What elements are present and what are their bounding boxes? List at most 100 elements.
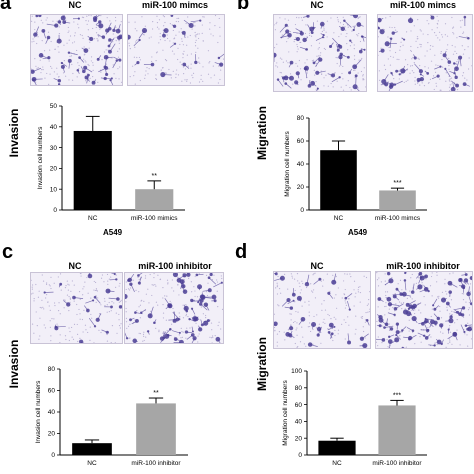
membrane-pore [449,273,451,275]
membrane-pore [218,65,220,67]
membrane-pore [401,289,403,291]
cell-protrusion [184,64,190,69]
membrane-pore [407,79,409,81]
membrane-pore [152,21,154,23]
membrane-pore [471,338,473,340]
membrane-pore [220,69,222,71]
membrane-pore [39,306,41,309]
membrane-pore [35,311,37,313]
membrane-pore [448,338,451,340]
membrane-pore [449,80,451,82]
membrane-pore [297,48,299,50]
membrane-pore [58,26,60,28]
cell-protrusion [345,293,353,299]
membrane-pore [406,297,408,299]
membrane-pore [115,274,117,276]
membrane-pore [448,68,450,70]
membrane-pore [195,322,197,324]
x-tick-label: miR-100 mimcs [375,215,421,222]
membrane-pore [344,26,346,28]
membrane-pore [314,272,316,274]
membrane-pore [82,37,84,39]
membrane-pore [299,285,301,288]
cell-protrusion [112,60,118,69]
membrane-pore [305,286,308,289]
cell-protrusion [379,17,384,21]
membrane-pore [273,313,275,315]
membrane-pore [293,41,295,43]
membrane-pore [441,58,443,61]
cell-protrusion [375,338,384,341]
stained-cell [146,330,150,333]
membrane-pore [68,310,70,312]
stained-cell [388,84,394,89]
significance-label: ** [152,173,158,180]
membrane-pore [198,273,200,275]
membrane-pore [165,319,167,321]
membrane-pore [98,313,101,315]
membrane-pore [54,304,56,307]
membrane-pore [375,341,377,343]
membrane-pore [68,30,70,32]
cell-protrusion [200,303,208,311]
membrane-pore [202,80,204,82]
stained-cell [304,281,310,287]
membrane-pore [79,318,81,320]
membrane-pore [69,297,71,299]
membrane-pore [415,282,417,284]
membrane-pore [212,35,214,37]
membrane-pore [321,303,323,305]
membrane-pore [159,32,161,35]
membrane-pore [125,307,127,310]
cell-protrusion [139,276,142,284]
stained-cell [192,316,198,322]
membrane-pore [108,278,110,280]
membrane-pore [194,315,196,317]
cell-protrusion [289,330,293,336]
membrane-pore [83,46,85,48]
membrane-pore [194,295,196,298]
membrane-pore [34,58,36,60]
membrane-pore [328,314,330,317]
membrane-pore [45,19,47,21]
membrane-pore [50,340,52,342]
membrane-pore [162,287,164,289]
cell-protrusion [85,300,94,304]
membrane-pore [59,313,61,315]
membrane-pore [38,290,40,292]
membrane-pore [381,342,383,344]
cell-protrusion [280,31,288,39]
membrane-pore [461,45,463,47]
membrane-pore [439,310,441,312]
membrane-pore [342,23,345,26]
membrane-pore [436,281,438,283]
membrane-pore [64,287,67,289]
membrane-pore [209,336,211,338]
membrane-pore [196,296,199,298]
membrane-pore [349,273,351,275]
membrane-pore [57,276,59,278]
cell-protrusion [168,334,172,337]
membrane-pore [112,64,114,66]
membrane-pore [65,285,67,287]
cell-protrusion [303,15,309,18]
membrane-pore [293,278,296,280]
membrane-pore [31,284,34,286]
membrane-pore [140,300,142,302]
membrane-pore [309,325,311,328]
membrane-pore [56,73,58,75]
membrane-pore [296,51,298,53]
membrane-pore [386,338,388,341]
cell-protrusion [304,37,308,41]
membrane-pore [346,273,348,275]
membrane-pore [88,47,90,49]
membrane-pore [462,298,465,301]
membrane-pore [33,332,35,334]
membrane-pore [278,287,281,290]
membrane-pore [139,79,141,82]
membrane-pore [354,69,356,71]
membrane-pore [432,45,434,48]
membrane-pore [109,20,111,22]
membrane-pore [465,301,467,303]
membrane-pore [33,36,36,38]
